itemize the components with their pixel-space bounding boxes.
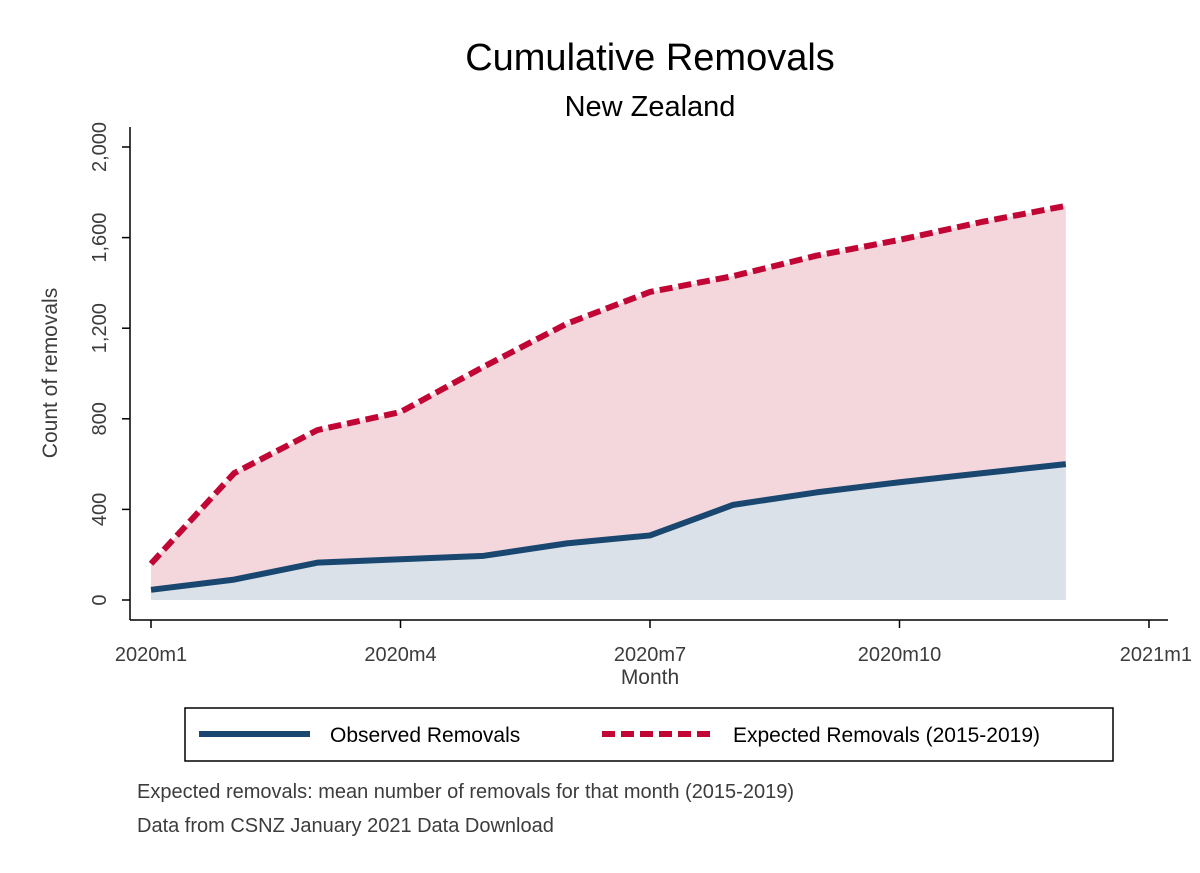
note-data-source: Data from CSNZ January 2021 Data Downloa… bbox=[137, 815, 554, 837]
y-tick-label: 400 bbox=[89, 493, 111, 526]
y-tick-label: 800 bbox=[89, 402, 111, 435]
observed-area bbox=[151, 464, 1066, 600]
y-tick-label: 0 bbox=[89, 594, 111, 605]
legend: Observed Removals Expected Removals (201… bbox=[184, 707, 1114, 762]
x-tick-label: 2020m1 bbox=[115, 644, 187, 666]
x-tick-label: 2020m7 bbox=[614, 644, 686, 666]
chart-title: Cumulative Removals bbox=[465, 37, 835, 79]
observed-removals-line bbox=[150, 461, 1067, 593]
y-tick-label: 2,000 bbox=[89, 122, 111, 172]
note-expected-definition: Expected removals: mean number of remova… bbox=[137, 781, 794, 803]
x-tick-label: 2020m10 bbox=[858, 644, 941, 666]
legend-label-expected: Expected Removals (2015-2019) bbox=[733, 724, 1040, 747]
legend-label-observed: Observed Removals bbox=[330, 724, 520, 747]
expected-removals-line bbox=[148, 202, 1067, 566]
y-axis-ticks: 0 400 800 1,200 1,600 2,000 bbox=[89, 122, 130, 606]
series-lines bbox=[148, 202, 1067, 593]
y-tick-label: 1,200 bbox=[89, 303, 111, 353]
chart-subtitle: New Zealand bbox=[565, 91, 736, 123]
y-axis-title: Count of removals bbox=[39, 288, 62, 458]
x-tick-label: 2020m4 bbox=[364, 644, 436, 666]
x-tick-label: 2021m1 bbox=[1120, 644, 1192, 666]
expected-area bbox=[151, 205, 1066, 590]
x-axis-ticks: 2020m1 2020m4 2020m7 2020m10 2021m1 bbox=[115, 620, 1192, 666]
y-tick-label: 1,600 bbox=[89, 213, 111, 263]
x-axis-title: Month bbox=[621, 666, 679, 689]
legend-box bbox=[184, 707, 1114, 762]
series-areas bbox=[151, 205, 1066, 600]
